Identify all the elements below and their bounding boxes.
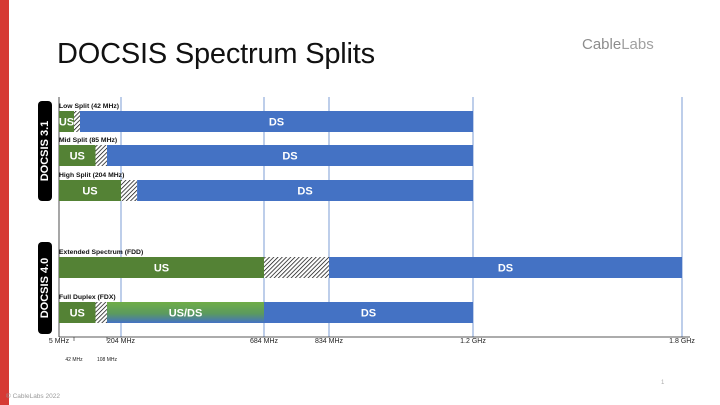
segment-gap <box>74 111 80 132</box>
tick-label-minor: 108 MHz <box>97 357 118 363</box>
segment-label: DS <box>297 185 312 197</box>
segment-label: US <box>70 150 85 162</box>
segment-gap <box>264 257 329 278</box>
segment-us <box>59 257 264 278</box>
group-label: DOCSIS 4.0 <box>39 258 51 319</box>
segment-label: US <box>154 262 169 274</box>
segment-ds <box>264 302 473 323</box>
segment-usds <box>107 302 264 323</box>
segment-us <box>59 145 96 166</box>
group-label: DOCSIS 3.1 <box>39 121 51 182</box>
slide-title: DOCSIS Spectrum Splits <box>57 38 375 70</box>
row-label: Extended Spectrum (FDD) <box>59 249 143 256</box>
tick-label: 834 MHz <box>315 338 344 345</box>
row-label: Low Split (42 MHz) <box>59 103 119 110</box>
logo-labs-text: Labs <box>621 36 654 53</box>
group-label-bg <box>38 101 52 201</box>
segment-ds <box>107 145 473 166</box>
slide-number: 1 <box>661 380 665 386</box>
segment-label: US/DS <box>169 307 203 319</box>
segment-label: DS <box>282 150 297 162</box>
segment-label: DS <box>269 116 284 128</box>
segment-gap <box>121 180 138 201</box>
segment-label: US <box>59 116 74 128</box>
segment-gap <box>95 302 107 323</box>
tick-label-minor: 42 MHz <box>65 357 83 363</box>
segment-label: DS <box>498 262 513 274</box>
row-label: Full Duplex (FDX) <box>59 294 116 301</box>
tick-label: 5 MHz <box>49 338 70 345</box>
segment-us <box>59 302 96 323</box>
row-label: High Split (204 MHz) <box>59 172 124 179</box>
logo-cable-text: Cable <box>582 36 622 53</box>
segment-gap <box>95 145 107 166</box>
group-label-bg <box>38 242 52 334</box>
segment-ds <box>329 257 682 278</box>
segment-ds <box>137 180 473 201</box>
accent-bar <box>0 0 9 405</box>
segment-us <box>59 111 74 132</box>
copyright-footer: © CableLabs 2022 <box>6 393 60 400</box>
tick-label: 1.8 GHz <box>669 338 695 345</box>
segment-label: US <box>70 307 85 319</box>
segment-label: DS <box>361 307 376 319</box>
tick-label: 684 MHz <box>250 338 279 345</box>
tick-label: 204 MHz <box>107 338 136 345</box>
row-label: Mid Split (85 MHz) <box>59 137 117 144</box>
segment-us <box>59 180 121 201</box>
tick-label: 1.2 GHz <box>460 338 486 345</box>
segment-label: US <box>82 185 97 197</box>
cablelabs-logo: CableLabs <box>582 36 654 53</box>
segment-ds <box>80 111 473 132</box>
